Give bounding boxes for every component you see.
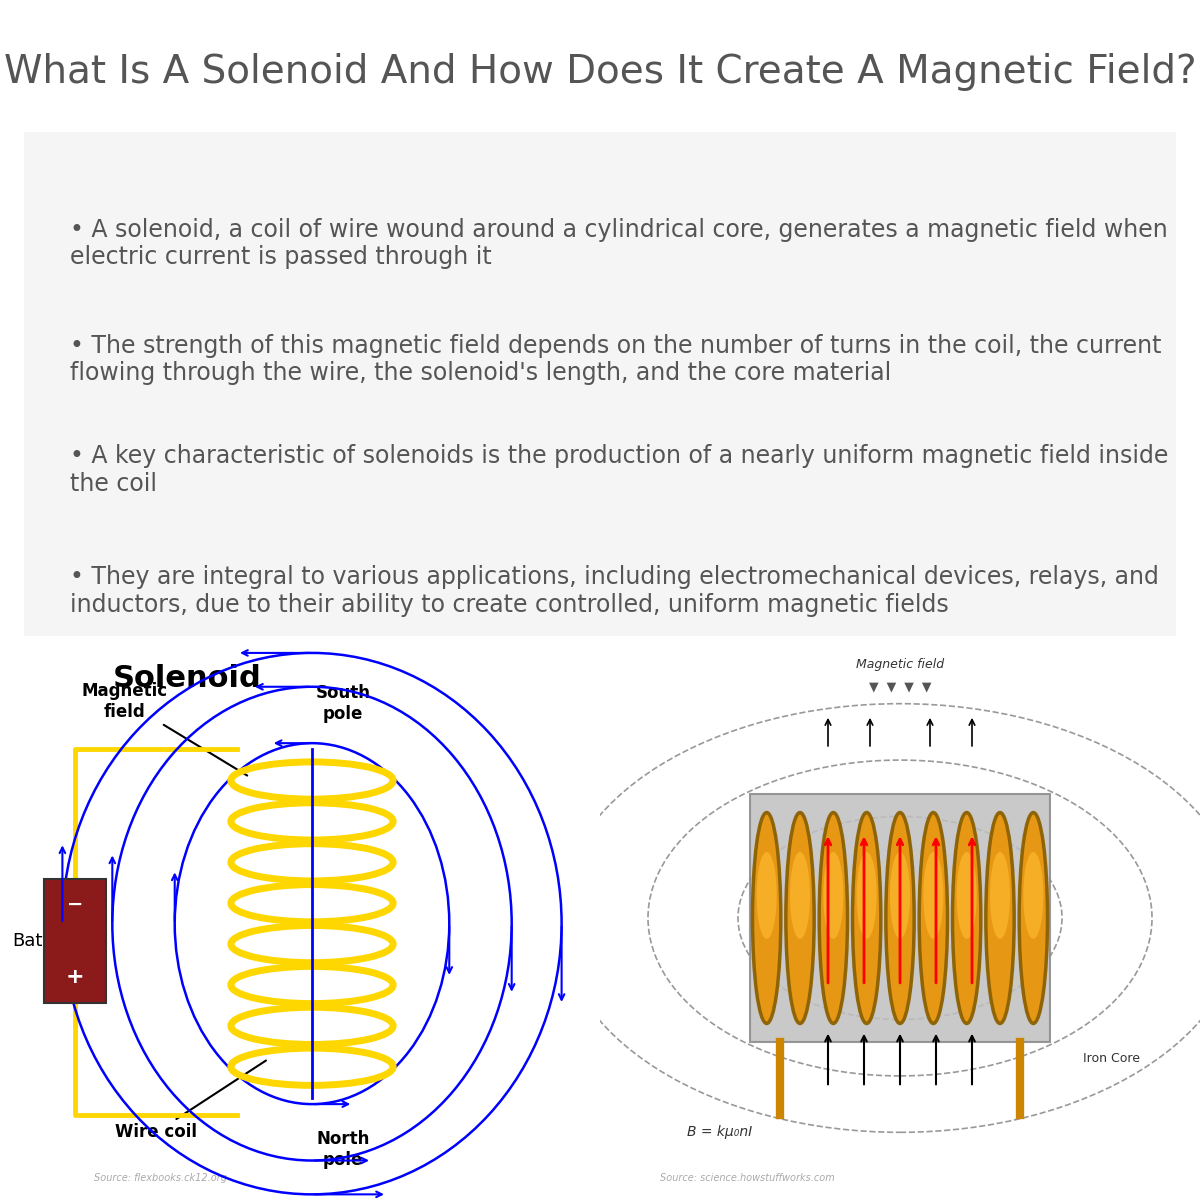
Ellipse shape [857, 852, 877, 938]
Text: ▼  ▼  ▼  ▼: ▼ ▼ ▼ ▼ [869, 680, 931, 694]
Text: • A solenoid, a coil of wire wound around a cylindrical core, generates a magnet: • A solenoid, a coil of wire wound aroun… [70, 217, 1168, 270]
Text: • They are integral to various applications, including electromechanical devices: • They are integral to various applicati… [70, 565, 1159, 617]
Ellipse shape [990, 852, 1010, 938]
Ellipse shape [852, 812, 881, 1024]
Ellipse shape [786, 812, 814, 1024]
Ellipse shape [919, 812, 948, 1024]
Ellipse shape [953, 812, 980, 1024]
Ellipse shape [890, 852, 910, 938]
Ellipse shape [820, 812, 847, 1024]
Text: +: + [66, 967, 84, 988]
Ellipse shape [1024, 852, 1043, 938]
Text: Source: flexbooks.ck12.org: Source: flexbooks.ck12.org [94, 1174, 227, 1183]
Text: Magnetic
field: Magnetic field [82, 682, 247, 775]
Ellipse shape [956, 852, 977, 938]
Text: B = kμ₀nI: B = kμ₀nI [688, 1126, 752, 1139]
Ellipse shape [923, 852, 943, 938]
Ellipse shape [1019, 812, 1048, 1024]
Ellipse shape [790, 852, 810, 938]
Text: Iron Core: Iron Core [1084, 1052, 1140, 1066]
FancyBboxPatch shape [1, 127, 1188, 646]
Text: Solenoid: Solenoid [113, 664, 262, 694]
Text: −: − [67, 894, 83, 913]
Ellipse shape [757, 852, 776, 938]
FancyBboxPatch shape [750, 794, 1050, 1042]
Text: North
pole: North pole [317, 1130, 370, 1169]
Text: Source: science.howstuffworks.com: Source: science.howstuffworks.com [660, 1174, 835, 1183]
Text: South
pole: South pole [316, 684, 371, 724]
Text: Wire coil: Wire coil [115, 1061, 266, 1141]
Text: What Is A Solenoid And How Does It Create A Magnetic Field?: What Is A Solenoid And How Does It Creat… [4, 53, 1196, 91]
Ellipse shape [823, 852, 844, 938]
Text: • A key characteristic of solenoids is the production of a nearly uniform magnet: • A key characteristic of solenoids is t… [70, 444, 1169, 497]
Ellipse shape [986, 812, 1014, 1024]
FancyBboxPatch shape [43, 878, 106, 1002]
Ellipse shape [886, 812, 914, 1024]
Text: Magnetic field: Magnetic field [856, 658, 944, 671]
Ellipse shape [752, 812, 781, 1024]
Text: • The strength of this magnetic field depends on the number of turns in the coil: • The strength of this magnetic field de… [70, 334, 1162, 385]
Text: Battery: Battery [12, 931, 79, 949]
